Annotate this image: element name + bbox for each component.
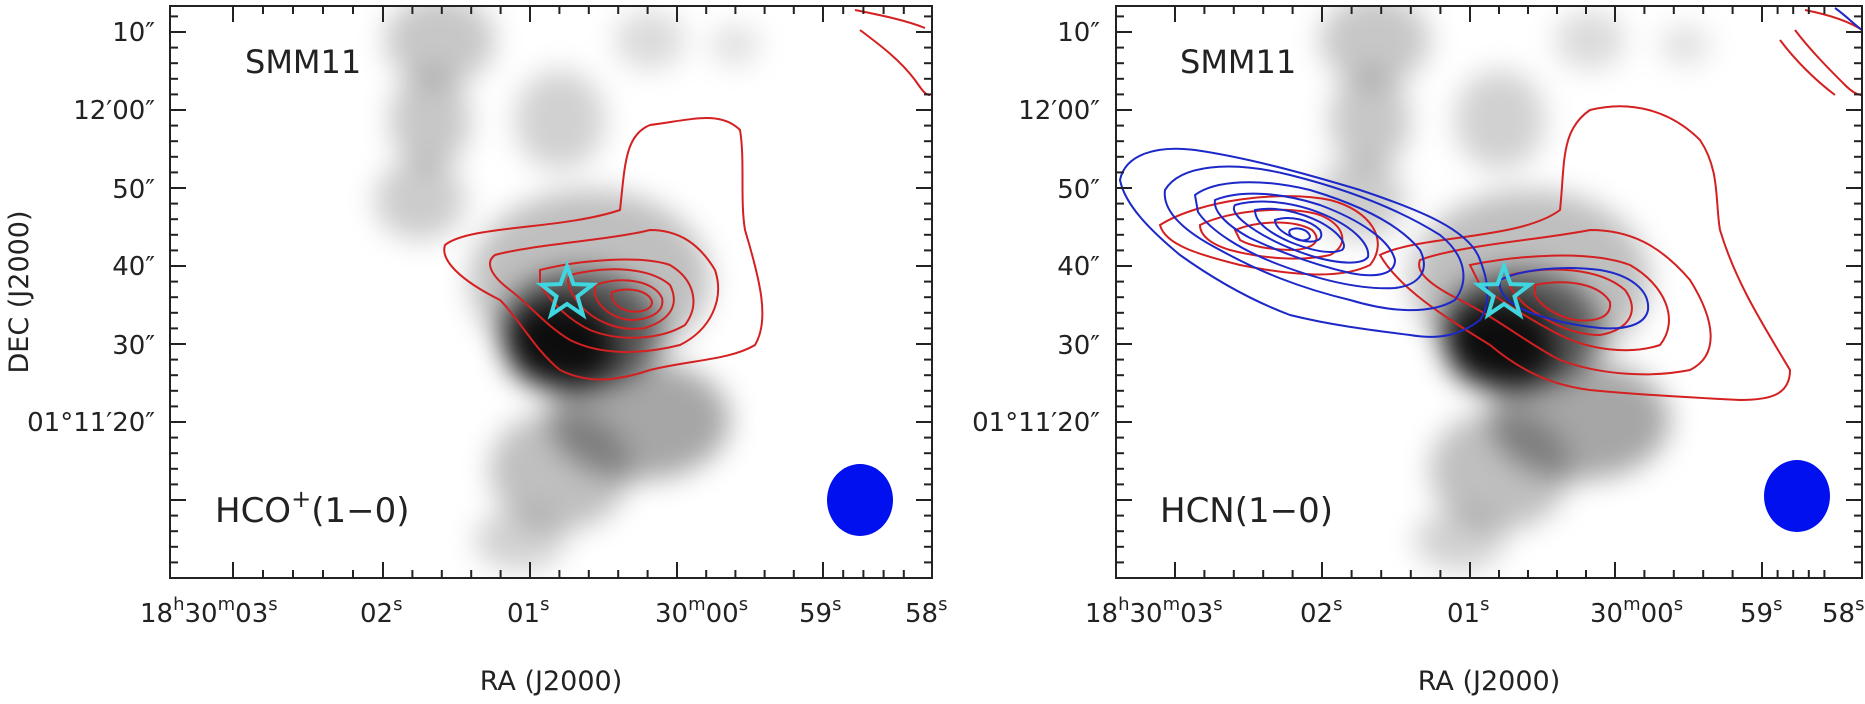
x-tick-label-left: 30m00s: [655, 594, 748, 629]
x-tick-label-right: 18h30m03s: [1085, 594, 1223, 629]
y-tick-label-left: 01°11′20″: [27, 408, 155, 438]
x-tick-label-right: 58s: [1822, 594, 1864, 629]
star-marker-left: [535, 260, 599, 320]
source-label-left: SMM11: [245, 43, 361, 81]
y-tick-label-right: 10″: [1057, 18, 1100, 48]
protostar-marker-right: [1472, 260, 1536, 320]
blue-contours-right: [1118, 7, 1862, 338]
line-label-left: HCO+(1−0): [215, 485, 409, 531]
x-tick-label-left: 18h30m03s: [140, 594, 278, 629]
beam-right: [1764, 460, 1830, 532]
x-axis-title-left: RA (J2000): [480, 666, 622, 697]
x-tick-label-right: 30m00s: [1590, 594, 1683, 629]
line-label-left-rest: (1−0): [311, 491, 409, 531]
y-tick-label-left: 10″: [112, 18, 155, 48]
y-axis-title-left: DEC (J2000): [4, 210, 35, 373]
beam-ellipse-right: [1764, 460, 1830, 532]
y-tick-label-left: 30″: [112, 331, 155, 361]
protostar-marker-left: [535, 260, 599, 320]
axis-ticks-left: [170, 6, 932, 578]
y-tick-label-right: 30″: [1057, 331, 1100, 361]
dust-continuum-image-left: [375, 6, 760, 570]
x-tick-label-left: 02s: [360, 594, 402, 629]
line-label-left-base: HCO: [215, 491, 291, 531]
y-tick-label-right: 12′00″: [1018, 96, 1100, 126]
plot-frame-left: [169, 5, 933, 579]
x-tick-labels-left: 18h30m03s 02s 01s 30m00s 59s 58s: [140, 594, 947, 629]
x-tick-label-right: 01s: [1447, 594, 1489, 629]
line-label-right: HCN(1−0): [1160, 491, 1333, 531]
panel-left: 18h30m03s 02s 01s 30m00s 59s 58s 10″ 12′00″ 50″…: [4, 5, 947, 697]
y-tick-label-left: 40″: [112, 252, 155, 282]
y-tick-label-right: 50″: [1057, 175, 1100, 205]
y-tick-label-right: 40″: [1057, 252, 1100, 282]
line-label-left-sup: +: [291, 485, 311, 513]
x-tick-labels-right: 18h30m03s 02s 01s 30m00s 59s 58s: [1085, 594, 1864, 629]
x-tick-label-right: 59s: [1740, 594, 1782, 629]
x-tick-label-right: 02s: [1300, 594, 1342, 629]
axis-ticks-right: [1116, 6, 1862, 578]
beam-ellipse-left: [827, 464, 893, 536]
beam-left: [827, 464, 893, 536]
x-tick-label-left: 59s: [799, 594, 841, 629]
y-tick-label-right: 01°11′20″: [972, 408, 1100, 438]
y-tick-labels-left: 10″ 12′00″ 50″ 40″ 30″ 01°11′20″: [27, 18, 155, 438]
y-tick-labels-right: 10″ 12′00″ 50″ 40″ 30″ 01°11′20″: [972, 18, 1100, 438]
x-tick-label-left: 01s: [507, 594, 549, 629]
panel-right: 18h30m03s 02s 01s 30m00s 59s 58s 10″ 12′00″ 50″…: [972, 5, 1864, 697]
x-axis-title-right: RA (J2000): [1418, 666, 1560, 697]
x-tick-label-left: 58s: [905, 594, 947, 629]
source-label-right: SMM11: [1180, 43, 1296, 81]
plot-frame-right: [1115, 5, 1863, 579]
star-marker-right: [1472, 260, 1536, 320]
y-tick-label-left: 12′00″: [73, 96, 155, 126]
red-contours-left: [443, 9, 931, 381]
y-tick-label-left: 50″: [112, 175, 155, 205]
dust-continuum-image-right: [1315, 6, 1710, 570]
line-label-right-base: HCN(1−0): [1160, 491, 1333, 531]
